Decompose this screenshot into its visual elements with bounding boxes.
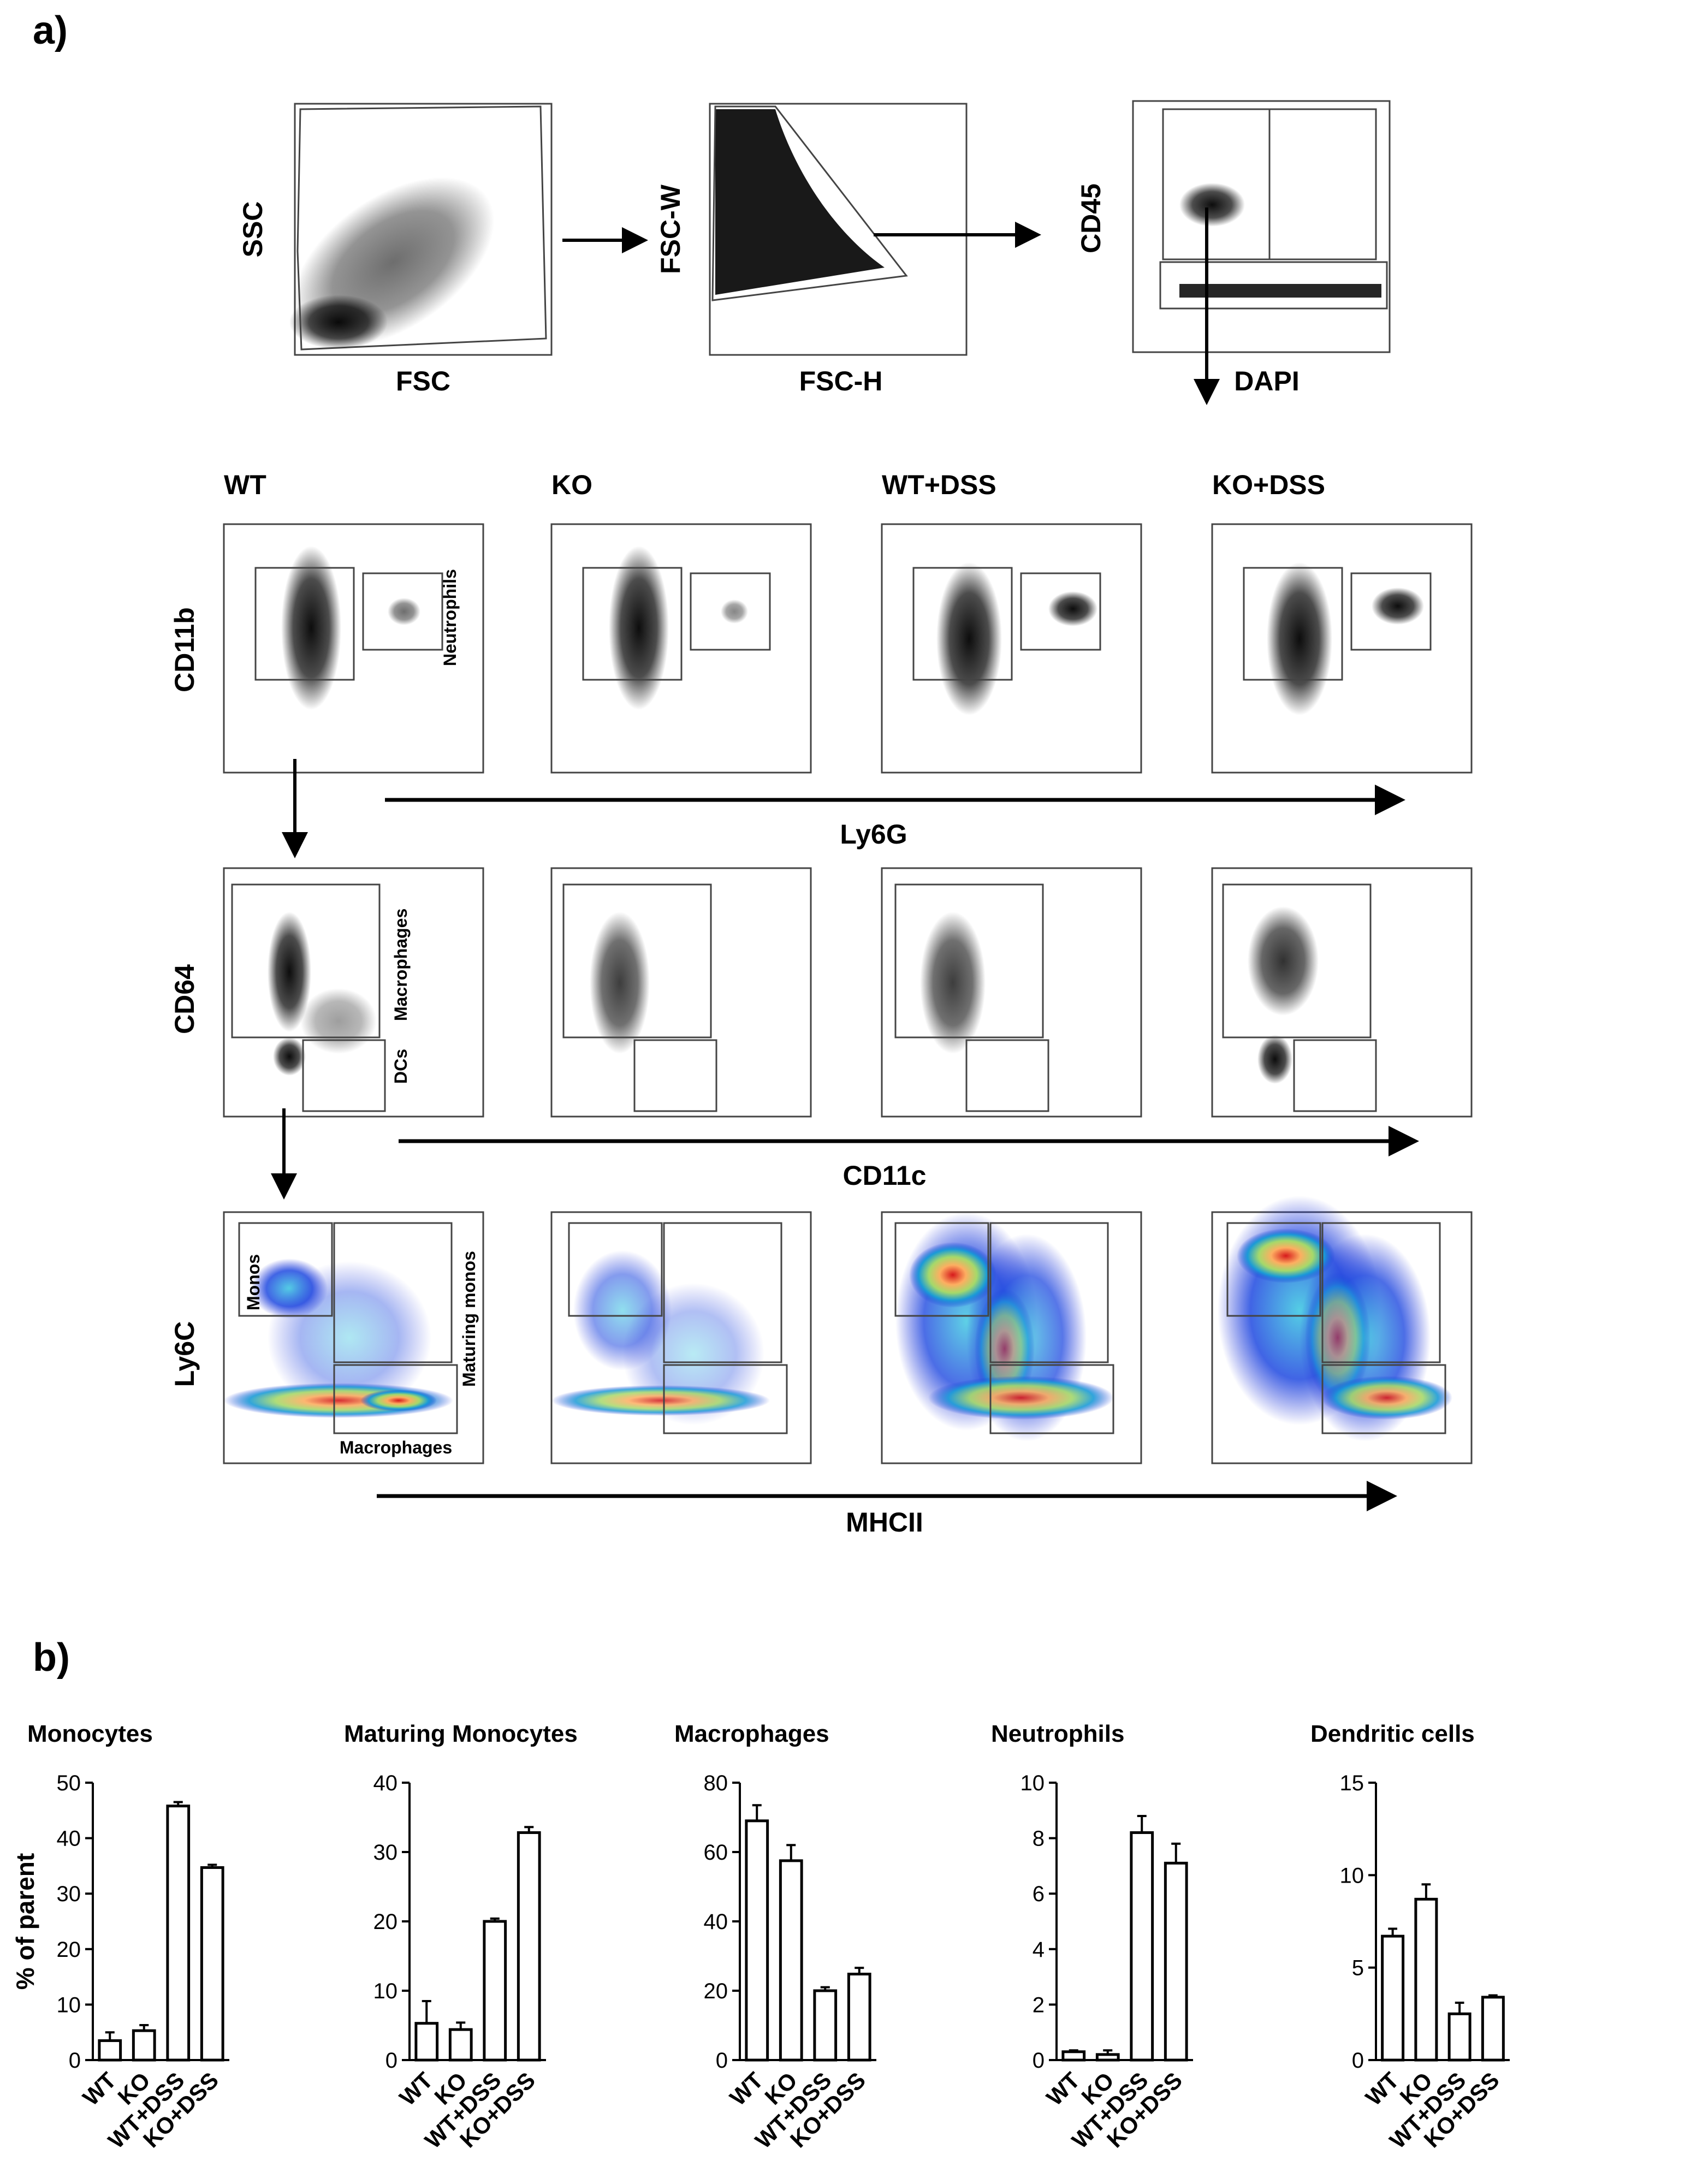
condition-wt: WT: [224, 470, 266, 500]
bar: [98, 2039, 122, 2062]
row1-plot-3: [1132, 100, 1391, 353]
bar: [200, 1866, 224, 2062]
row4-maturing-monos-gate-label: Maturing monos: [459, 1251, 479, 1387]
bar: [483, 1920, 507, 2062]
y-tick-label: 2: [1033, 1993, 1045, 2017]
y-tick-label: 10: [1340, 1863, 1364, 1888]
row3-xlabel: CD11c: [843, 1160, 927, 1191]
y-tick-label: 15: [1340, 1771, 1364, 1795]
bar: [1414, 1897, 1438, 2062]
condition-ko: KO: [551, 470, 592, 500]
bar: [1447, 2012, 1472, 2062]
row1-plot-1-ylabel: SSC: [238, 201, 268, 258]
row2-plots: Neutrophils: [223, 523, 1473, 774]
bar-chart-title: Monocytes: [27, 1720, 153, 1747]
row3-macrophages-gate-label: Macrophages: [391, 909, 411, 1021]
row3-ylabel: CD64: [169, 964, 200, 1034]
y-tick-label: 10: [373, 1979, 398, 2003]
y-tick-label: 5: [1352, 1956, 1364, 1980]
panel-label-a: a): [33, 9, 68, 52]
row4-ylabel: Ly6C: [169, 1321, 200, 1387]
bar: [132, 2029, 156, 2062]
y-tick-label: 8: [1033, 1827, 1045, 1851]
y-tick-label: 10: [1021, 1771, 1045, 1795]
y-tick-label: 40: [373, 1771, 398, 1795]
bar: [517, 1831, 541, 2062]
row1-plot-2: [709, 103, 968, 356]
y-tick-label: 30: [57, 1882, 81, 1906]
row1-plot-1: [289, 103, 553, 356]
bar-chart-title: Neutrophils: [991, 1720, 1124, 1747]
y-tick-label: 0: [385, 2049, 397, 2073]
y-axis-label: % of parent: [11, 1853, 39, 1990]
bar: [813, 1989, 838, 2062]
row4-plots: Monos Maturing monos Macrophages: [223, 1196, 1473, 1464]
bar: [745, 1819, 769, 2062]
bar: [166, 1805, 191, 2062]
y-tick-label: 60: [704, 1841, 728, 1865]
bar: [1130, 1831, 1154, 2062]
y-tick-label: 80: [704, 1771, 728, 1795]
condition-ko-dss: KO+DSS: [1212, 470, 1325, 500]
bar: [1381, 1934, 1405, 2062]
y-tick-label: 20: [704, 1979, 728, 2003]
y-tick-label: 30: [373, 1841, 398, 1865]
bar: [414, 2022, 439, 2062]
row1-plot-2-ylabel: FSC-W: [655, 184, 686, 274]
y-tick-label: 40: [704, 1910, 728, 1934]
y-tick-label: 20: [373, 1910, 398, 1934]
bar-chart-1: Maturing Monocytes010203040WTKOWT+DSSKO+…: [344, 1720, 578, 2153]
y-tick-label: 0: [1033, 2049, 1045, 2073]
row1-plot-3-ylabel: CD45: [1076, 183, 1106, 253]
row1-plot-3-xlabel: DAPI: [1234, 366, 1299, 396]
bar: [448, 2028, 473, 2062]
row3-dcs-gate-label: DCs: [391, 1049, 411, 1084]
bar: [779, 1859, 803, 2062]
bar: [1481, 1996, 1505, 2062]
y-tick-label: 10: [57, 1993, 81, 2017]
y-tick-label: 40: [57, 1827, 81, 1851]
condition-wt-dss: WT+DSS: [882, 470, 996, 500]
row1-plot-1-xlabel: FSC: [396, 366, 450, 396]
panel-label-b: b): [33, 1636, 70, 1679]
y-tick-label: 6: [1033, 1882, 1045, 1906]
y-tick-label: 0: [1352, 2049, 1364, 2073]
y-tick-label: 20: [57, 1938, 81, 1962]
row4-xlabel: MHCII: [846, 1507, 923, 1538]
row2-neutrophils-gate-label: Neutrophils: [440, 569, 460, 666]
bar-chart-title: Maturing Monocytes: [344, 1720, 578, 1747]
y-tick-label: 4: [1033, 1938, 1045, 1962]
bar: [1095, 2053, 1120, 2062]
bar-chart-title: Macrophages: [674, 1720, 829, 1747]
row4-monos-gate-label: Monos: [244, 1254, 263, 1310]
row3-plots: Macrophages DCs: [223, 867, 1473, 1118]
bar: [1061, 2050, 1086, 2062]
row2-ylabel: CD11b: [169, 607, 200, 692]
y-tick-label: 0: [716, 2049, 728, 2073]
bar-chart-title: Dendritic cells: [1310, 1720, 1475, 1747]
y-tick-label: 50: [57, 1771, 81, 1795]
row2-xlabel: Ly6G: [840, 819, 907, 850]
bar: [1164, 1861, 1188, 2062]
row4-macrophages-gate-label: Macrophages: [340, 1438, 452, 1457]
y-tick-label: 0: [69, 2049, 81, 2073]
row1-plot-2-xlabel: FSC-H: [799, 366, 883, 396]
bar: [847, 1973, 871, 2062]
